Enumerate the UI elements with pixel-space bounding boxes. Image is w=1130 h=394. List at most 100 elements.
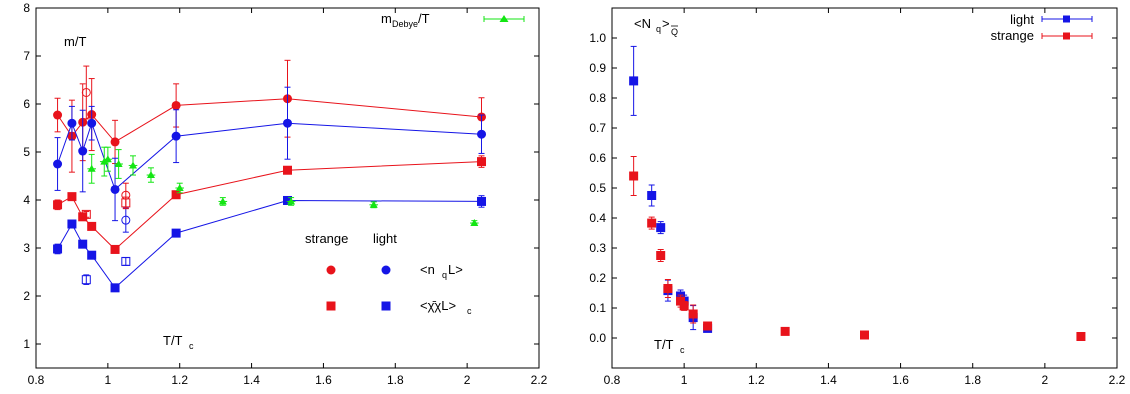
- left-series-strange_chi: [53, 155, 487, 254]
- left-xtick-label: 1.2: [171, 373, 188, 387]
- right-ytick-label: 0.1: [589, 301, 606, 315]
- left-series-light_nqL: [53, 86, 487, 222]
- right-xtick-label: 1: [681, 373, 688, 387]
- left-data-point: [283, 118, 292, 128]
- right-xtick-label: 1.6: [892, 373, 909, 387]
- left-data-point: [78, 239, 88, 249]
- right-ytick-label: 0.7: [589, 121, 606, 135]
- left-xtick-label: 2.2: [531, 373, 548, 387]
- legend-light-label: light: [1010, 12, 1034, 27]
- left-data-point: [171, 131, 181, 141]
- left-data-point: [87, 164, 96, 172]
- left-ytick-label: 4: [23, 193, 30, 207]
- left-series-line: [57, 121, 482, 191]
- right-ylabel-end: >: [662, 16, 670, 31]
- left-data-point: [470, 219, 479, 227]
- left-series-debye: [87, 146, 479, 227]
- left-data-point: [477, 157, 487, 167]
- left-data-point: [53, 110, 63, 120]
- right-plot-frame: [611, 7, 1118, 369]
- left-plot-frame: [35, 7, 540, 369]
- right-xtick-label: 2.2: [1109, 373, 1126, 387]
- right-data-point: [663, 284, 673, 293]
- left-xtick-label: 1.8: [387, 373, 404, 387]
- right-data-point: [1076, 332, 1086, 341]
- left-data-point: [218, 197, 227, 205]
- right-ytick-label: 0.3: [589, 241, 606, 255]
- right-xtick-label: 1.4: [820, 373, 837, 387]
- right-series-strange: [629, 156, 1086, 341]
- left-data-point: [121, 215, 131, 225]
- left-ytick-label: 3: [23, 241, 30, 255]
- left-xtick-label: 2: [464, 373, 471, 387]
- left-data-point: [171, 190, 181, 200]
- right-data-point: [860, 330, 869, 340]
- left-ylabel: m/T: [64, 34, 86, 49]
- left-series-light_nqL_open: [121, 207, 131, 233]
- legend-debye-sample: [483, 15, 525, 22]
- right-ytick-label: 0.0: [589, 331, 606, 345]
- right-ytick-label: 1.0: [589, 31, 606, 45]
- right-marks: [629, 45, 1086, 341]
- left-data-point: [287, 197, 296, 205]
- left-data-point: [175, 184, 184, 191]
- right-ytick-label: 0.9: [589, 61, 606, 75]
- legend-row1-end: L>: [448, 262, 463, 277]
- left-data-point: [369, 200, 378, 208]
- left-marks: [53, 59, 487, 293]
- left-ytick-label: 6: [23, 97, 30, 111]
- left-data-point: [53, 159, 63, 169]
- left-data-point: [283, 165, 292, 175]
- left-data-point: [121, 256, 131, 266]
- left-data-point: [53, 244, 63, 254]
- left-series-light_chi: [53, 195, 487, 293]
- left-xlabel: T/T: [163, 333, 183, 348]
- legend-light-sample: [1041, 15, 1093, 23]
- right-xtick-label: 1.2: [748, 373, 765, 387]
- right-data-point: [629, 171, 639, 181]
- left-data-point: [110, 137, 120, 147]
- left-data-point: [114, 160, 123, 167]
- right-data-point: [780, 326, 790, 336]
- left-data-point: [129, 161, 138, 169]
- right-ytick-label: 0.6: [589, 151, 606, 165]
- left-data-point: [100, 157, 109, 165]
- left-data-point: [81, 87, 91, 97]
- left-xtick-label: 1.4: [243, 373, 260, 387]
- left-data-point: [81, 209, 91, 219]
- left-data-point: [67, 219, 77, 229]
- left-data-point: [81, 275, 91, 285]
- right-data-point: [629, 76, 639, 86]
- left-series-light_chi_open: [81, 256, 131, 285]
- left-ytick-label: 7: [23, 49, 30, 63]
- left-data-point: [87, 221, 97, 231]
- right-xlabel: T/T: [654, 337, 674, 352]
- left-ytick-label: 2: [23, 289, 30, 303]
- legend-row2-sub: c: [467, 306, 472, 316]
- right-data-point: [676, 296, 686, 306]
- left-ytick-label: 1: [23, 337, 30, 351]
- left-data-point: [110, 244, 120, 254]
- right-data-point: [679, 301, 689, 311]
- left-data-point: [110, 184, 120, 194]
- left-series-strange_chi_open: [81, 196, 131, 219]
- left-xtick-label: 0.8: [28, 373, 45, 387]
- right-xlabel-sub: c: [680, 345, 685, 355]
- legend-light-square-marker: [381, 301, 391, 311]
- right-xtick-label: 2: [1042, 373, 1049, 387]
- right-data-point: [647, 218, 657, 228]
- legend-col-light: light: [373, 231, 397, 246]
- legend-strange-label: strange: [991, 28, 1034, 43]
- left-data-point: [87, 250, 97, 260]
- left-xtick-label: 1: [105, 373, 112, 387]
- legend-col-strange: strange: [305, 231, 348, 246]
- legend-row2-label: <χ̄χL>: [420, 298, 456, 313]
- right-ytick-label: 0.8: [589, 91, 606, 105]
- right-data-point: [656, 223, 666, 233]
- left-data-point: [67, 118, 77, 128]
- right-chart: 0.8 1 1.2 1.4 1.6 1.8 2 2.2 0.0 0.1 0.2 0.3 0.4 0.5 0.…: [589, 7, 1126, 387]
- legend-debye-label: m: [381, 11, 392, 26]
- legend-debye-sub: Debye: [392, 19, 418, 29]
